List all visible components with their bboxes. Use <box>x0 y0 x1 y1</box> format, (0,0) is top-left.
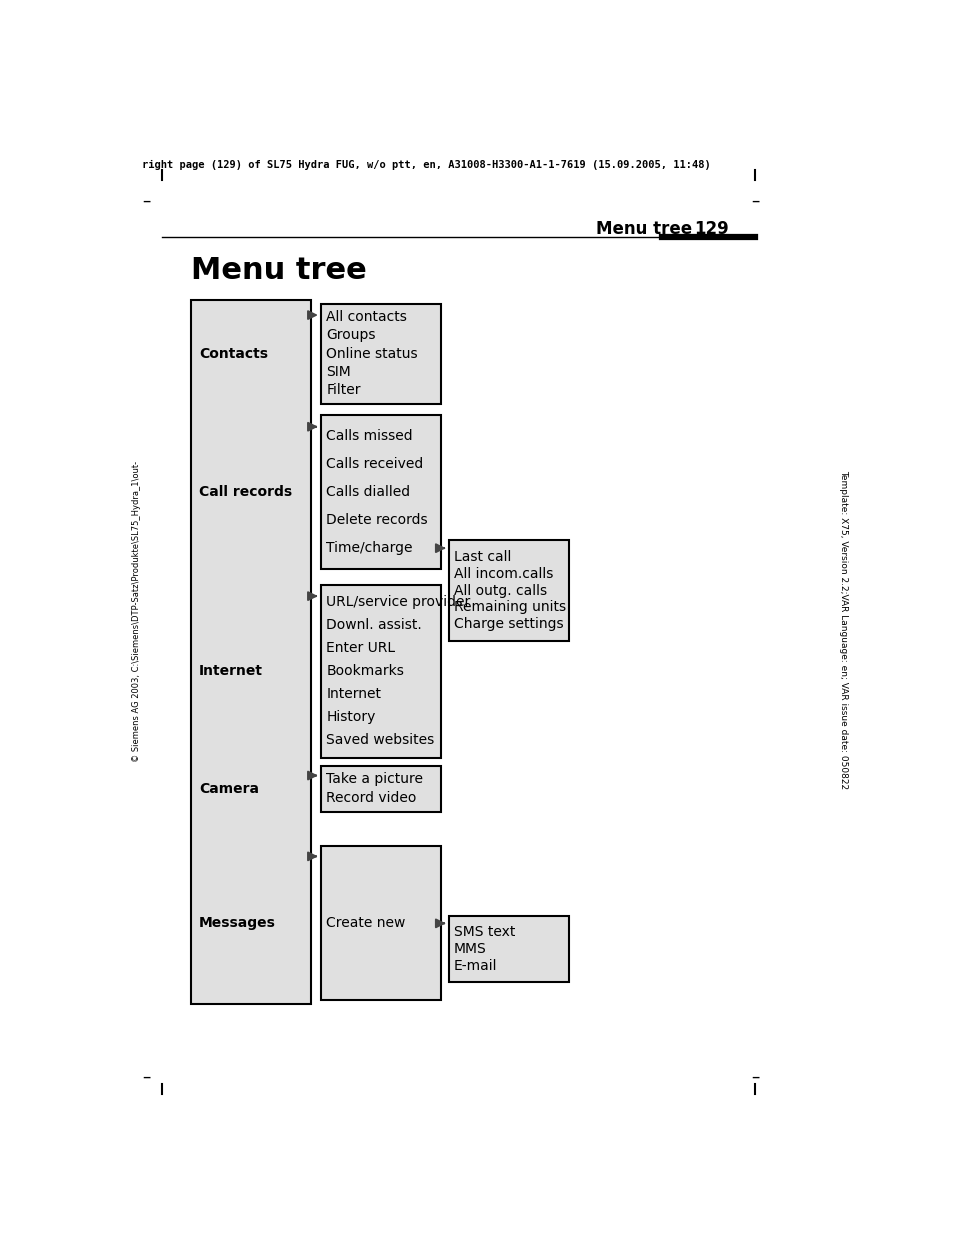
Text: All incom.calls: All incom.calls <box>454 567 553 581</box>
Text: Contacts: Contacts <box>199 346 268 360</box>
Text: Last call: Last call <box>454 549 511 563</box>
Text: Template: X75, Version 2.2;VAR Language: en; VAR issue date: 050822: Template: X75, Version 2.2;VAR Language:… <box>839 470 847 789</box>
Text: Charge settings: Charge settings <box>454 618 563 632</box>
Text: –: – <box>750 192 759 209</box>
Text: 129: 129 <box>694 221 728 238</box>
Text: Call records: Call records <box>199 485 292 500</box>
Text: right page (129) of SL75 Hydra FUG, w/o ptt, en, A31008-H3300-A1-1-7619 (15.09.2: right page (129) of SL75 Hydra FUG, w/o … <box>142 159 711 169</box>
Bar <box>320 304 440 404</box>
Text: URL/service provider: URL/service provider <box>326 594 470 609</box>
Bar <box>448 541 568 640</box>
Text: Camera: Camera <box>199 781 259 796</box>
Bar <box>320 584 440 758</box>
Text: Record video: Record video <box>326 791 416 805</box>
Text: Time/charge: Time/charge <box>326 541 413 556</box>
Text: History: History <box>326 710 375 724</box>
Text: Delete records: Delete records <box>326 513 427 527</box>
Text: Downl. assist.: Downl. assist. <box>326 618 421 632</box>
Text: –: – <box>142 1068 151 1085</box>
Text: SMS text: SMS text <box>454 925 515 938</box>
Text: Calls received: Calls received <box>326 457 423 471</box>
Text: Take a picture: Take a picture <box>326 773 423 786</box>
Text: MMS: MMS <box>454 942 486 956</box>
Text: Messages: Messages <box>199 916 275 931</box>
Bar <box>320 415 440 569</box>
Bar <box>320 765 440 811</box>
Text: All contacts: All contacts <box>326 310 407 324</box>
Text: Create new: Create new <box>326 916 405 931</box>
Bar <box>320 846 440 1001</box>
Text: Bookmarks: Bookmarks <box>326 664 404 678</box>
Text: Calls missed: Calls missed <box>326 429 413 444</box>
Text: Remaining units: Remaining units <box>454 601 565 614</box>
Bar <box>192 300 311 1004</box>
Text: Enter URL: Enter URL <box>326 642 395 655</box>
Text: Saved websites: Saved websites <box>326 734 434 748</box>
Text: Groups: Groups <box>326 329 375 343</box>
Text: Menu tree: Menu tree <box>192 255 367 285</box>
Text: All outg. calls: All outg. calls <box>454 583 547 598</box>
Text: Online status: Online status <box>326 346 417 360</box>
Text: © Siemens AG 2003, C:\Siemens\DTP-Satz\Produkte\SL75_Hydra_1\out-: © Siemens AG 2003, C:\Siemens\DTP-Satz\P… <box>132 461 141 763</box>
Text: –: – <box>142 192 151 209</box>
Text: Internet: Internet <box>199 664 263 678</box>
Text: SIM: SIM <box>326 365 351 379</box>
Text: –: – <box>750 1068 759 1085</box>
Text: E-mail: E-mail <box>454 958 497 973</box>
Text: Internet: Internet <box>326 688 381 701</box>
Bar <box>448 916 568 982</box>
Text: Calls dialled: Calls dialled <box>326 485 410 500</box>
Text: Filter: Filter <box>326 383 360 397</box>
Text: Menu tree: Menu tree <box>596 221 691 238</box>
